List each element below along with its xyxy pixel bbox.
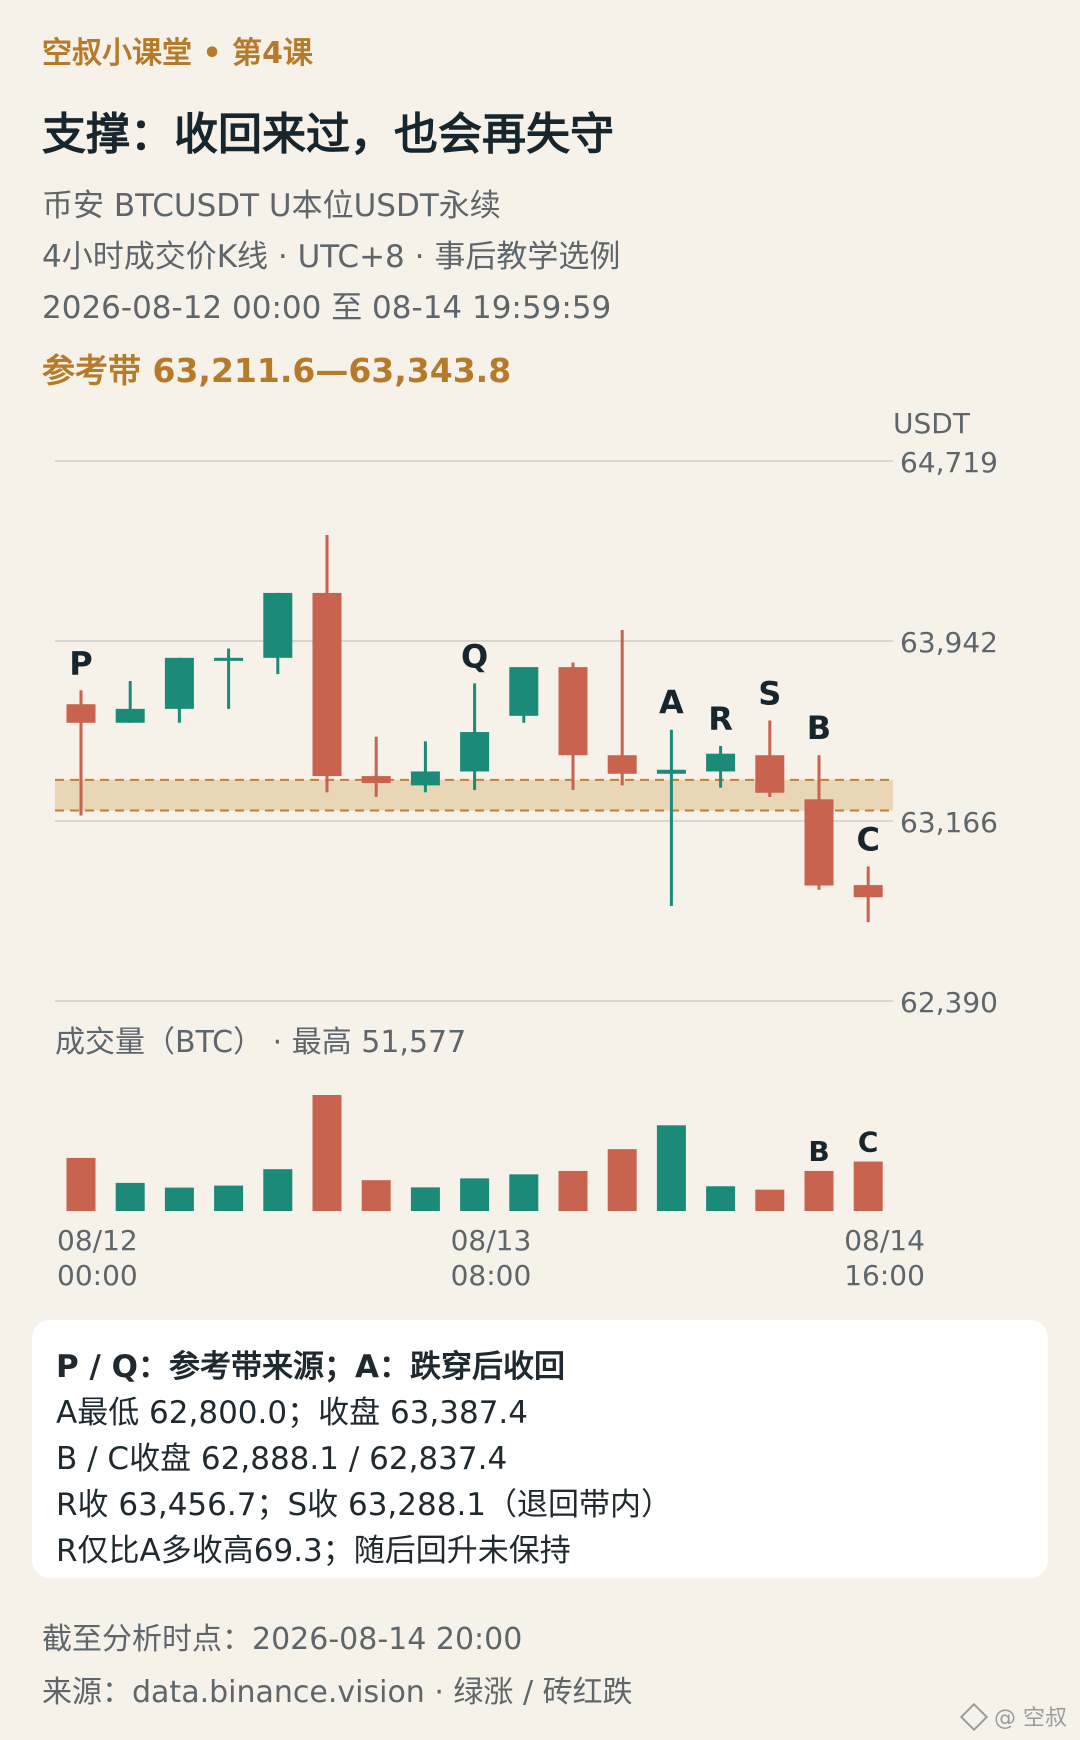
volume-bar [115, 1182, 145, 1211]
candle-body [214, 657, 244, 661]
x-tick-time: 16:00 [844, 1259, 925, 1292]
volume-title: 成交量（BTC） · 最高 51,577 [55, 1025, 466, 1060]
candle-body [607, 755, 637, 774]
y-unit-label: USDT [893, 410, 971, 440]
note-line-rs: R收 63,456.7；S收 63,288.1（退回带内） [56, 1487, 673, 1523]
candle-body [706, 753, 736, 772]
candle-body [804, 799, 834, 886]
note-line-a: A最低 62,800.0；收盘 63,387.4 [56, 1395, 529, 1431]
y-tick-label: 63,166 [900, 806, 998, 839]
volume-bar [361, 1180, 391, 1211]
candle-body [312, 592, 342, 777]
candle-body [361, 776, 391, 784]
data-source: 来源：data.binance.vision · 绿涨 / 砖红跌 [42, 1675, 633, 1710]
volume-bar [853, 1161, 883, 1211]
note-line-bc: B / C收盘 62,888.1 / 62,837.4 [56, 1441, 508, 1477]
volume-bar [706, 1186, 736, 1211]
volume-bar [263, 1169, 293, 1211]
volume-bar [804, 1170, 834, 1211]
volume-label: C [858, 1126, 879, 1159]
candle-label: S [758, 674, 781, 712]
logo-icon [959, 1702, 989, 1732]
volume-bar [410, 1187, 440, 1211]
candle-label: A [659, 684, 684, 722]
note-line-comparison: R仅比A多收高69.3；随后回升未保持 [56, 1533, 571, 1569]
volume-bar [509, 1174, 539, 1211]
y-tick-label: 64,719 [900, 446, 998, 479]
volume-label: B [808, 1135, 829, 1168]
cutoff-time: 截至分析时点：2026-08-14 20:00 [42, 1622, 523, 1657]
volume-bar [607, 1149, 637, 1211]
market-subtitle: 币安 BTCUSDT U本位USDT永续 [42, 188, 501, 224]
candle-body [410, 771, 440, 786]
y-tick-label: 63,942 [900, 626, 998, 659]
notes-heading: P / Q：参考带来源；A：跌穿后收回 [56, 1349, 565, 1385]
interval-subtitle: 4小时成交价K线 · UTC+8 · 事后教学选例 [42, 239, 621, 275]
candle-body [656, 769, 686, 774]
candle-label: R [708, 700, 733, 738]
candle-body [853, 885, 883, 898]
candle-body [263, 592, 293, 658]
volume-bar [164, 1187, 194, 1211]
candle-body [164, 657, 194, 709]
candle-label: Q [461, 637, 488, 675]
x-tick-time: 08:00 [451, 1259, 532, 1292]
volume-bar [460, 1178, 490, 1211]
x-tick-time: 00:00 [57, 1259, 138, 1292]
candle-body [460, 732, 490, 772]
y-tick-label: 62,390 [900, 986, 998, 1019]
volume-bar [656, 1125, 686, 1211]
range-subtitle: 2026-08-12 00:00 至 08-14 19:59:59 [42, 290, 612, 326]
x-tick-date: 08/13 [451, 1224, 532, 1257]
volume-bar [755, 1189, 785, 1211]
volume-bar [214, 1185, 244, 1211]
notes-card: P / Q：参考带来源；A：跌穿后收回 A最低 62,800.0；收盘 63,3… [32, 1320, 1048, 1578]
watermark-text: @ 空叔 [994, 1706, 1067, 1731]
volume-bar [312, 1095, 342, 1211]
candle-body [509, 667, 539, 716]
candle-label: C [856, 821, 879, 859]
reference-band-label: 参考带 63,211.6—63,343.8 [42, 351, 512, 390]
volume-bar [558, 1170, 588, 1211]
watermark: @ 空叔 [959, 1700, 1067, 1732]
x-tick-date: 08/14 [844, 1224, 925, 1257]
candle-body [755, 755, 785, 793]
candle-body [558, 667, 588, 756]
page-title: 支撑：收回来过，也会再失守 [42, 109, 614, 160]
candle-body [115, 708, 145, 723]
candle-label: B [807, 709, 831, 747]
candle-body [66, 704, 96, 723]
x-tick-date: 08/12 [57, 1224, 138, 1257]
candle-label: P [69, 644, 92, 682]
series-label: 空叔小课堂 • 第4课 [42, 36, 313, 71]
volume-bar [66, 1157, 96, 1211]
